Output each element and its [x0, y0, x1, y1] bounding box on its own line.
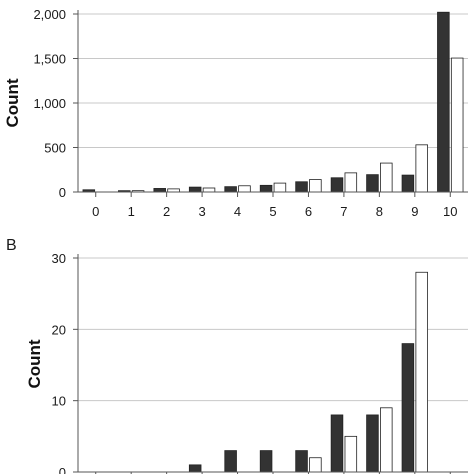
panel-a-bar-series1-cat-5 [259, 184, 273, 193]
panel-b-y-axis-label: Count [25, 339, 44, 388]
panel-a-ytick-label: 1,000 [33, 96, 66, 111]
panel-a-bar-series1-cat-6 [295, 181, 308, 193]
panel-b-bar-series1-cat-9 [401, 343, 415, 473]
panel-a-xtick-label: 3 [198, 204, 205, 219]
panel-b-axes [73, 254, 468, 474]
panel-a-bar-series2-cat-9 [415, 144, 428, 193]
panel-a-grid [78, 13, 468, 148]
panel-a-ytick-labels: 0 500 1,000 1,500 2,000 [33, 7, 66, 200]
panel-a-bar-series2-cat-4 [238, 185, 251, 193]
panel-b-bar-series2-cat-9 [415, 271, 428, 473]
panel-b-bar-series1-cat-6 [295, 450, 308, 473]
panel-a-axes [73, 10, 468, 197]
panel-b: B 0 10 20 30 Count [6, 237, 468, 474]
panel-a-bar-series2-cat-10 [450, 57, 464, 193]
panel-b-bar-series1-cat-3 [188, 464, 202, 473]
panel-a-xtick-label: 8 [376, 204, 383, 219]
panel-b-ytick-label: 0 [59, 465, 66, 474]
panel-b-bar-series1-cat-7 [330, 414, 344, 473]
panel-a-xtick-label: 4 [234, 204, 241, 219]
panel-b-bar-series2-cat-6 [309, 457, 322, 473]
panel-a-bar-series2-cat-5 [273, 182, 287, 193]
panel-a-xtick-label: 0 [92, 204, 99, 219]
panel-a-xtick-label: 5 [269, 204, 276, 219]
panel-b-bars [188, 271, 428, 473]
panel-a-ytick-label: 500 [44, 141, 66, 156]
panel-b-bar-series1-cat-8 [366, 414, 379, 473]
panel-a-bars [82, 11, 464, 193]
panel-a-bar-series1-cat-7 [330, 177, 344, 193]
panel-a-ytick-label: 0 [59, 185, 66, 200]
panel-a-bar-series2-cat-7 [344, 172, 358, 193]
panel-a-bar-series2-cat-6 [309, 179, 322, 193]
panel-a-bar-series1-cat-4 [224, 186, 237, 193]
panel-a-xtick-label: 10 [443, 204, 457, 219]
panel-a-xtick-label: 1 [128, 204, 135, 219]
panel-b-bar-series2-cat-8 [380, 407, 393, 473]
panel-a-bar-series1-cat-3 [188, 186, 202, 193]
panel-a: 0 500 1,000 1,500 2,000 0 1 2 3 4 5 6 7 8 9 10 Count [3, 7, 468, 219]
panel-a-xtick-label: 7 [340, 204, 347, 219]
panel-a-xtick-labels: 0 1 2 3 4 5 6 7 8 9 10 [92, 204, 457, 219]
panel-a-xtick-label: 2 [163, 204, 170, 219]
panel-a-ytick-label: 1,500 [33, 52, 66, 67]
panel-b-bar-series1-cat-4 [224, 450, 237, 473]
panel-b-letter: B [6, 237, 17, 254]
panel-a-bar-series1-cat-10 [437, 11, 450, 193]
panel-a-xtick-label: 9 [411, 204, 418, 219]
panel-a-bar-series1-cat-9 [401, 174, 415, 193]
panel-b-ytick-label: 30 [52, 251, 66, 266]
panel-a-y-axis-label: Count [3, 78, 22, 127]
panel-a-xtick-label: 6 [305, 204, 312, 219]
panel-a-bar-series2-cat-8 [380, 162, 393, 193]
panel-b-ytick-labels: 0 10 20 30 [52, 251, 66, 474]
panel-a-bar-series1-cat-8 [366, 174, 379, 193]
panel-a-bar-series1-cat-2 [153, 188, 166, 193]
panel-b-bar-series1-cat-5 [259, 450, 273, 473]
panel-b-ytick-label: 20 [52, 322, 66, 337]
panel-a-bar-series2-cat-3 [202, 187, 216, 193]
panel-b-ytick-label: 10 [52, 394, 66, 409]
panel-b-bar-series2-cat-7 [344, 435, 358, 473]
panel-a-ytick-label: 2,000 [33, 7, 66, 22]
